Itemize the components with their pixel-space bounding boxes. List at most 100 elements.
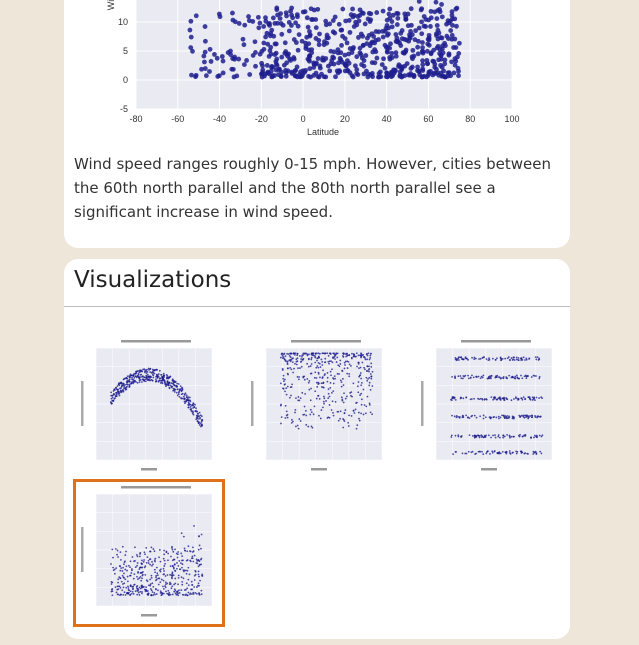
thumbnail-point [341, 369, 344, 372]
data-point [420, 50, 426, 56]
thumbnail-point [289, 356, 292, 359]
thumbnail-point [478, 436, 481, 439]
thumbnail-xlabel [141, 614, 157, 617]
thumbnail-point [453, 375, 456, 378]
thumbnail-point [177, 551, 180, 553]
thumbnail-point [303, 405, 306, 408]
data-point [444, 33, 450, 39]
thumbnail-point [457, 435, 460, 438]
thumbnail-point [124, 554, 127, 556]
thumbnail-point [200, 547, 202, 550]
thumbnail-point [524, 359, 526, 361]
thumbnail-point [139, 575, 142, 578]
thumb-latitude-vs-max-temperature[interactable] [76, 336, 222, 478]
thumbnail-point [180, 532, 183, 535]
thumbnail-point [489, 417, 492, 420]
thumbnail-point [110, 391, 113, 394]
thumbnail-point [182, 395, 185, 398]
thumbnail-point [280, 422, 282, 425]
thumbnail-point [151, 564, 153, 567]
thumbnail-point [287, 353, 290, 356]
thumbnail-point [296, 424, 299, 427]
thumbnail-point [468, 434, 471, 437]
thumbnail-point [540, 396, 543, 399]
thumbnail-point [336, 356, 339, 359]
data-point [307, 29, 312, 34]
thumbnail-point [332, 382, 335, 385]
thumbnail-point [289, 352, 292, 355]
data-point [397, 40, 402, 46]
thumbnail-point [460, 356, 463, 359]
data-point [453, 6, 459, 12]
data-point [346, 18, 352, 23]
thumbnail-point [454, 434, 457, 437]
thumbnail-point [359, 394, 361, 396]
thumbnail-point [168, 382, 171, 385]
thumbnail-point [193, 525, 195, 527]
thumbnail-point [487, 377, 490, 380]
thumbnail-point [314, 361, 317, 364]
thumbnail-point [335, 352, 338, 355]
thumbnail-point [123, 591, 126, 594]
thumbnail-point [310, 372, 313, 375]
thumbnail-point [111, 590, 114, 593]
thumbnail-point [475, 375, 478, 378]
thumbnail-point [328, 404, 331, 406]
thumbnail-point [314, 355, 317, 358]
data-point [338, 50, 344, 56]
thumbnail-point [314, 356, 317, 359]
thumb-latitude-vs-humidity[interactable] [246, 336, 392, 478]
thumbnail-point [114, 395, 117, 397]
thumbnail-point [183, 594, 185, 596]
thumbnail-point [181, 581, 184, 583]
thumbnail-point [471, 374, 473, 377]
humidity-thumbnail-chart [246, 336, 392, 478]
thumbnail-point [534, 399, 536, 401]
x-axis-label: Latitude [307, 127, 339, 137]
thumbnail-point [329, 353, 332, 355]
thumbnail-point [360, 377, 363, 380]
thumbnail-point [136, 593, 139, 596]
thumbnail-point [497, 415, 500, 418]
data-point [340, 33, 345, 39]
thumbnail-point [508, 435, 511, 438]
thumbnail-point [295, 363, 298, 366]
thumbnail-point [532, 374, 535, 377]
thumbnail-point [171, 575, 174, 577]
thumbnail-point [508, 416, 511, 419]
data-point [368, 72, 374, 78]
thumbnail-point [177, 574, 180, 577]
thumbnail-point [506, 398, 509, 401]
thumbnail-point [138, 568, 141, 571]
data-point [416, 0, 422, 4]
thumbnail-point [117, 593, 119, 596]
data-point [452, 62, 458, 68]
thumbnail-point [189, 403, 192, 406]
thumbnail-point [362, 356, 365, 358]
data-point [305, 24, 311, 30]
thumbnail-point [117, 578, 120, 581]
thumbnail-point [369, 354, 372, 357]
thumbnail-point [134, 546, 136, 549]
thumbnail-point [116, 385, 119, 387]
thumbnail-point [369, 373, 372, 375]
data-point [263, 34, 269, 40]
thumbnail-point [183, 589, 186, 591]
thumbnail-point [141, 566, 144, 569]
data-point [234, 73, 240, 79]
data-point [352, 63, 358, 69]
data-point [229, 66, 235, 72]
thumbnail-point [334, 400, 337, 403]
data-point [279, 31, 285, 37]
thumbnail-point [332, 378, 335, 380]
data-point [411, 73, 416, 79]
data-point [416, 25, 422, 31]
thumb-latitude-vs-cloudiness[interactable] [416, 336, 562, 478]
thumbnail-point [132, 593, 135, 595]
thumbnail-point [509, 436, 511, 439]
thumb-latitude-vs-wind-speed[interactable] [73, 479, 225, 627]
thumbnail-point [117, 581, 119, 584]
thumbnail-point [111, 402, 113, 405]
thumbnail-point [348, 414, 351, 417]
thumbnail-point [191, 584, 194, 586]
